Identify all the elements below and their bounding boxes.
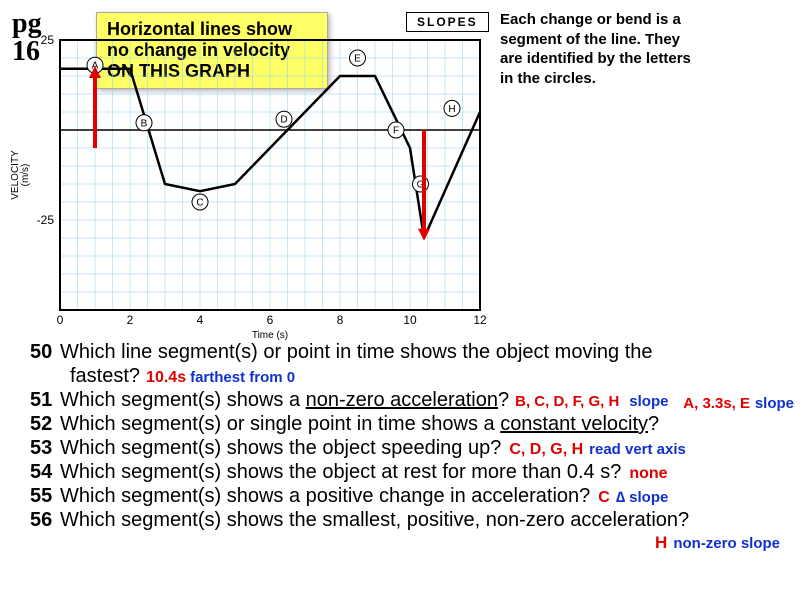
velocity-chart: 024681012-2525Time (s)VELOCITY(m/s)ABCDE… [0, 10, 490, 340]
svg-text:H: H [448, 104, 455, 115]
svg-text:D: D [280, 115, 287, 126]
svg-text:(m/s): (m/s) [20, 164, 31, 187]
svg-text:8: 8 [337, 313, 344, 327]
svg-text:4: 4 [197, 313, 204, 327]
svg-text:6: 6 [267, 313, 274, 327]
svg-text:F: F [393, 126, 399, 137]
questions-block: 50Which line segment(s) or point in time… [30, 340, 790, 554]
sidebar-text: Each change or bend is a segment of the … [500, 10, 780, 88]
svg-text:C: C [196, 198, 203, 209]
svg-text:Time (s): Time (s) [252, 330, 288, 340]
svg-text:12: 12 [473, 313, 487, 327]
svg-text:2: 2 [127, 313, 134, 327]
svg-text:25: 25 [41, 33, 55, 47]
svg-text:E: E [354, 54, 361, 65]
svg-text:10: 10 [403, 313, 417, 327]
svg-text:B: B [141, 118, 148, 129]
svg-text:-25: -25 [37, 213, 55, 227]
svg-text:0: 0 [57, 313, 64, 327]
